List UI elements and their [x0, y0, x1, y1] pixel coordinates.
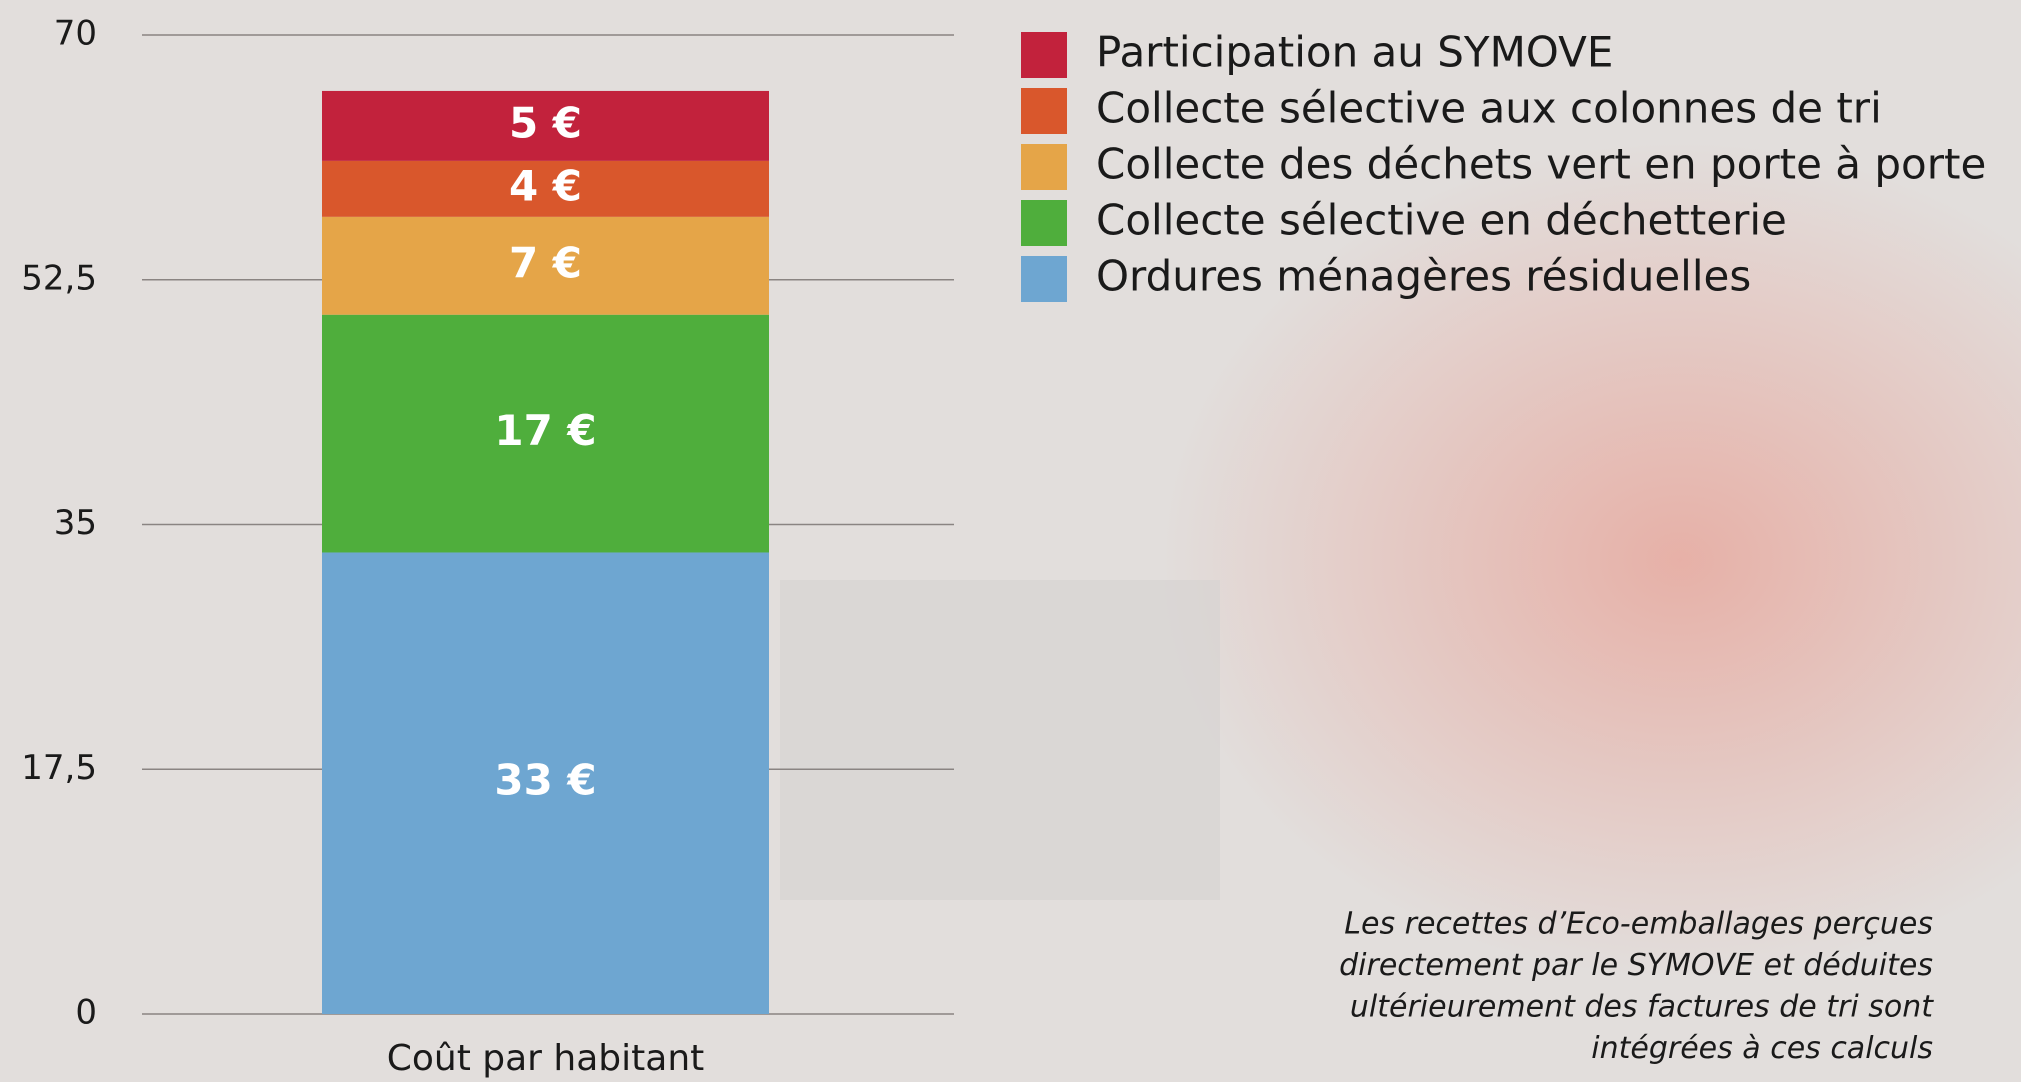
x-tick-label: Coût par habitant [387, 1038, 705, 1079]
data-label: 7 € [509, 238, 582, 287]
data-label: 33 € [494, 756, 596, 805]
legend-swatch [1021, 256, 1067, 302]
legend-swatch [1021, 200, 1067, 246]
y-tick-label: 0 [75, 993, 97, 1033]
annotation-line: directement par le SYMOVE et déduites [1339, 948, 1933, 983]
legend-label: Collecte des déchets vert en porte à por… [1096, 140, 1986, 189]
annotation-line: ultérieurement des factures de tri sont [1350, 990, 1934, 1025]
bars: 33 € 17 € 7 € 4 € 5 € Coût par habitant [322, 91, 769, 1079]
legend-swatch [1021, 88, 1067, 134]
y-tick-label: 70 [54, 14, 97, 54]
legend-label: Collecte sélective en déchetterie [1096, 196, 1787, 245]
legend-swatch [1021, 144, 1067, 190]
data-label: 4 € [509, 161, 582, 210]
legend-label: Collecte sélective aux colonnes de tri [1096, 84, 1882, 133]
annotation-line: Les recettes d’Eco-emballages perçues [1344, 907, 1933, 942]
legend-label: Participation au SYMOVE [1096, 28, 1613, 77]
y-tick-label: 17,5 [21, 748, 97, 788]
background-shape [780, 580, 1220, 900]
chart: 0 17,5 35 52,5 70 33 € 17 € 7 € 4 € 5 € Coût par … [0, 0, 2021, 1082]
page: 0 17,5 35 52,5 70 33 € 17 € 7 € 4 € 5 € Coût par … [0, 0, 2021, 1082]
data-label: 5 € [509, 98, 582, 147]
data-label: 17 € [494, 406, 596, 455]
annotation-line: intégrées à ces calculs [1591, 1031, 1933, 1066]
legend-label: Ordures ménagères résiduelles [1096, 252, 1751, 301]
y-tick-label: 52,5 [21, 258, 97, 298]
y-tick-label: 35 [54, 503, 97, 543]
legend-swatch [1021, 32, 1067, 78]
